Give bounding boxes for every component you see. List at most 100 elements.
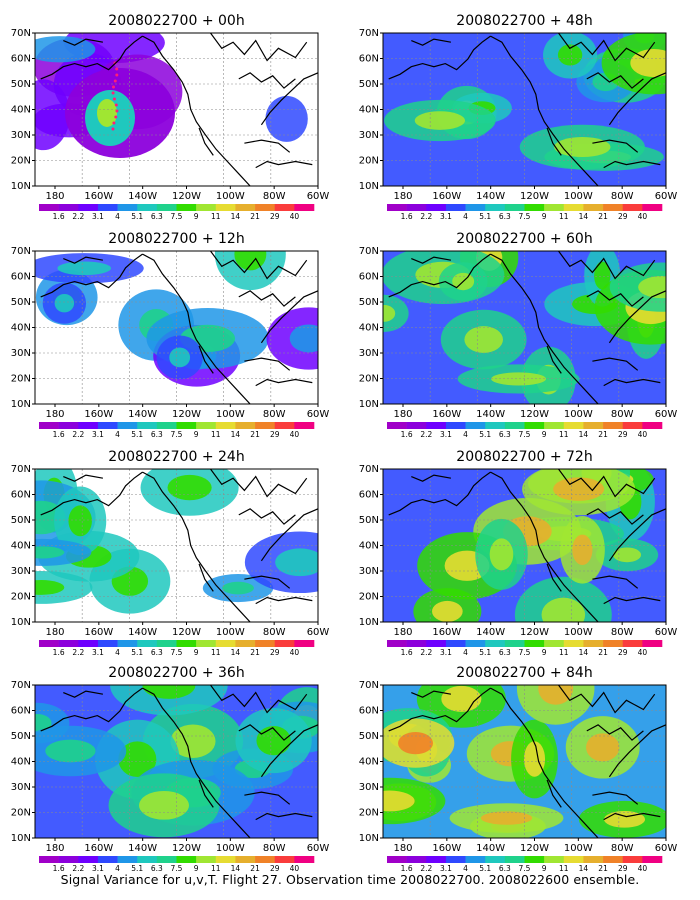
variance-field: [35, 251, 318, 404]
colorbar-swatch: [504, 422, 525, 429]
colorbar-swatch: [235, 640, 256, 647]
lat-tick-label: 60N: [11, 54, 31, 65]
colorbar-label: 6.3: [151, 648, 163, 657]
lat-tick-label: 30N: [359, 130, 379, 141]
coastline: [603, 378, 661, 387]
colorbar-swatch: [137, 640, 158, 647]
coastline: [210, 469, 308, 498]
colorbar-swatch: [294, 640, 315, 647]
colorbar-label: 29: [618, 648, 628, 657]
lon-tick-label: 100W: [564, 409, 593, 420]
colorbar-swatch: [465, 204, 486, 211]
lon-tick-label: 140W: [476, 843, 505, 854]
lon-tick-label: 80W: [611, 191, 634, 202]
lon-tick-label: 120W: [172, 843, 201, 854]
lon-tick-label: 120W: [520, 409, 549, 420]
panel-title: 2008022700 + 48h: [456, 13, 592, 29]
colorbar-label: 2.2: [72, 430, 84, 439]
colorbar-label: 29: [270, 212, 280, 221]
colorbar: 1.6 2.2 3.1 4 5.1 6.3 7.5 9 11 14 21 29 40: [39, 856, 315, 873]
coastline: [592, 575, 639, 589]
colorbar-swatch: [465, 640, 486, 647]
colorbar-label: 1.6: [401, 864, 413, 873]
colorbar-swatch: [215, 856, 236, 863]
coastline: [558, 685, 656, 714]
panel-title: 2008022700 + 60h: [456, 231, 592, 247]
colorbar-swatch: [39, 640, 59, 647]
colorbar-swatch: [97, 204, 118, 211]
lon-tick-label: 140W: [128, 409, 157, 420]
coastline: [238, 508, 296, 525]
colorbar-swatch: [255, 856, 276, 863]
panels: 2008022700 + 00h 10N 20N 30N 40N 50N 60N 70N 180…: [11, 13, 678, 873]
colorbar-swatch: [544, 422, 565, 429]
colorbar-label: 4: [115, 212, 120, 221]
lon-tick-label: 180: [45, 191, 64, 202]
colorbar-swatch: [117, 856, 138, 863]
coastline: [546, 779, 562, 808]
lon-tick-label: 60W: [655, 627, 678, 638]
coastline: [586, 290, 644, 307]
colorbar-label: 11: [559, 430, 569, 439]
panel-title: 2008022700 + 84h: [456, 665, 592, 681]
colorbar-swatch: [445, 204, 466, 211]
colorbar-swatch: [78, 856, 99, 863]
lat-tick-label: 40N: [359, 105, 379, 116]
colorbar-swatch: [97, 640, 118, 647]
coastline: [244, 357, 291, 371]
lat-tick-label: 50N: [359, 79, 379, 90]
colorbar-swatch: [465, 422, 486, 429]
coastline: [586, 508, 644, 525]
lat-tick-label: 50N: [359, 297, 379, 308]
colorbar-label: 29: [270, 430, 280, 439]
coastline: [210, 685, 308, 714]
variance-field: [35, 685, 318, 838]
coastline: [63, 38, 104, 46]
colorbar-swatch: [642, 640, 663, 647]
lat-tick-label: 50N: [11, 515, 31, 526]
observation-point: [111, 85, 115, 89]
colorbar-label: 21: [250, 430, 260, 439]
colorbar-label: 40: [638, 212, 648, 221]
colorbar-label: 6.3: [151, 212, 163, 221]
lat-tick-label: 70N: [359, 680, 379, 691]
lon-tick-label: 80W: [263, 191, 286, 202]
lat-tick-label: 10N: [359, 181, 379, 192]
colorbar-label: 4: [115, 430, 120, 439]
colorbar: 1.6 2.2 3.1 4 5.1 6.3 7.5 9 11 14 21 29 40: [387, 640, 663, 657]
colorbar-swatch: [504, 204, 525, 211]
coastline: [260, 724, 318, 778]
colorbar-label: 6.3: [151, 864, 163, 873]
colorbar-swatch: [274, 422, 295, 429]
lat-tick-label: 20N: [11, 808, 31, 819]
colorbar-swatch: [524, 640, 545, 647]
colorbar-swatch: [524, 204, 545, 211]
panel-title: 2008022700 + 72h: [456, 449, 592, 465]
colorbar-swatch: [583, 856, 604, 863]
lon-tick-label: 80W: [611, 409, 634, 420]
lon-tick-label: 60W: [655, 191, 678, 202]
colorbar-label: 1.6: [401, 212, 413, 221]
coastline: [388, 253, 491, 298]
colorbar-label: 2.2: [72, 648, 84, 657]
coastline: [244, 575, 291, 589]
colorbar-label: 2.2: [420, 212, 432, 221]
colorbar-label: 3.1: [92, 430, 104, 439]
map-panel: 2008022700 + 84h 10N 20N 30N 40N 50N 60N 70N 180…: [359, 665, 678, 873]
lat-tick-label: 20N: [11, 374, 31, 385]
colorbar-label: 40: [290, 648, 300, 657]
coastline: [198, 563, 214, 592]
colorbar-label: 9: [542, 212, 547, 221]
lat-tick-label: 30N: [11, 566, 31, 577]
lon-tick-label: 180: [393, 409, 412, 420]
colorbar-swatch: [563, 204, 584, 211]
colorbar: 1.6 2.2 3.1 4 5.1 6.3 7.5 9 11 14 21 29 40: [39, 422, 315, 439]
colorbar-label: 3.1: [440, 212, 452, 221]
variance-field: [35, 469, 318, 622]
lat-tick-label: 60N: [359, 706, 379, 717]
lon-tick-label: 100W: [564, 191, 593, 202]
colorbar-swatch: [583, 204, 604, 211]
map-panel: 2008022700 + 36h 10N 20N 30N 40N 50N 60N 70N 180…: [11, 665, 330, 873]
lon-tick-label: 140W: [128, 191, 157, 202]
lat-tick-label: 60N: [11, 272, 31, 283]
